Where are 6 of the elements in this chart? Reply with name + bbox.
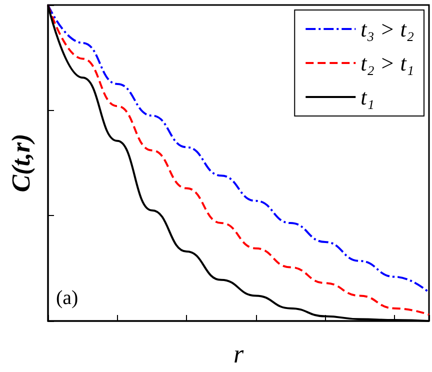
x-axis-title: r [233, 340, 244, 368]
legend-label: t₂ > t₁ [360, 50, 414, 76]
annotation: (a) [56, 287, 78, 309]
legend-label: t₃ > t₂ [360, 16, 414, 42]
legend-label: t₁ [360, 84, 374, 110]
y-axis-title: C(t,r) [6, 134, 36, 192]
